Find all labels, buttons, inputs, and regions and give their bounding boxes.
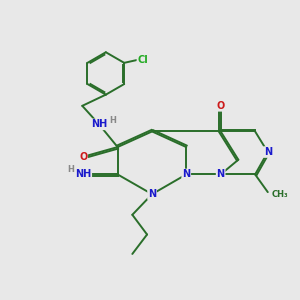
- Text: N: N: [217, 169, 225, 179]
- Text: O: O: [79, 152, 87, 162]
- Text: O: O: [217, 101, 225, 111]
- Text: NH: NH: [75, 169, 91, 179]
- Text: NH: NH: [91, 119, 107, 129]
- Text: N: N: [264, 147, 272, 157]
- Text: N: N: [148, 189, 156, 199]
- Text: Cl: Cl: [137, 55, 148, 65]
- Text: H: H: [109, 116, 116, 125]
- Text: H: H: [68, 165, 74, 174]
- Text: N: N: [182, 169, 190, 179]
- Text: CH₃: CH₃: [271, 190, 288, 199]
